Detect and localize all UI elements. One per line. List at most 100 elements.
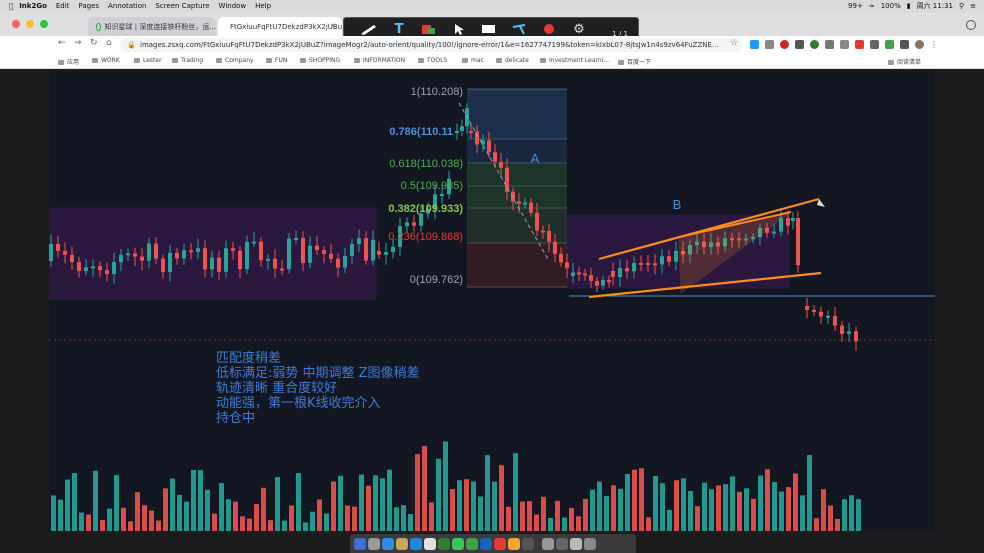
bookmark-tools[interactable]: TOOLS (418, 57, 447, 64)
dock-app-icon[interactable] (452, 537, 464, 550)
chrome-menu-icon[interactable] (966, 20, 976, 30)
search-icon[interactable]: ⚲ (958, 2, 965, 10)
bookmark-star-icon[interactable]: ☆ (730, 38, 739, 48)
apple-icon[interactable]:  (9, 2, 13, 10)
menu-help[interactable]: Help (250, 2, 271, 10)
tab-close-icon[interactable]: ✕ (330, 22, 336, 30)
control-center-icon[interactable]: ≡ (970, 2, 976, 10)
forward-icon[interactable]: → (74, 38, 82, 48)
line-tool-icon[interactable] (506, 21, 532, 37)
dock-app-icon[interactable] (494, 537, 506, 550)
candle-body (245, 241, 249, 270)
browser-tab-zsxq[interactable]: 知识星球 | 深度连接铁杆粉丝，运... (88, 17, 216, 36)
extension-icon[interactable] (885, 40, 894, 49)
url-field[interactable]: 🔒 images.zsxq.com/FtGxiuuFqFtU7DekzdP3kX… (120, 38, 742, 52)
candle-body (653, 263, 657, 266)
volume-bar (317, 499, 322, 531)
extension-icon[interactable] (780, 40, 789, 49)
shape-tool-icon[interactable] (476, 21, 502, 37)
candle-body (547, 230, 551, 242)
extension-icon[interactable] (840, 40, 849, 49)
bookmark-baidu[interactable]: 百度一下 (618, 57, 651, 66)
dock-app-icon[interactable] (522, 537, 534, 550)
color-picker-icon[interactable] (416, 21, 442, 37)
dock-app-icon[interactable] (584, 537, 596, 550)
browser-tab-image[interactable]: FtGxiuuFqFtU7DekzdP3kX2jUBuZ?imageMogr2.… (218, 17, 342, 36)
dock-app-icon[interactable] (466, 537, 478, 550)
dock-app-icon[interactable] (368, 537, 380, 550)
volume-bar (114, 475, 119, 531)
window-minimize-icon[interactable] (26, 20, 34, 28)
candle-body (273, 258, 277, 269)
settings-gear-icon[interactable]: ⚙ (573, 21, 585, 37)
menu-window[interactable]: Window (214, 2, 247, 10)
menubar-app-name[interactable]: Ink2Go (15, 2, 47, 10)
candle-body (786, 217, 790, 226)
menu-annotation[interactable]: Annotation (103, 2, 146, 10)
profile-avatar-icon[interactable] (915, 40, 924, 49)
extension-icon[interactable] (870, 40, 879, 49)
dock-app-icon[interactable] (382, 537, 394, 550)
home-icon[interactable]: ⌂ (106, 38, 112, 48)
reload-icon[interactable]: ↻ (90, 38, 98, 48)
dock-app-icon[interactable] (556, 537, 568, 550)
bookmark-fun[interactable]: FUN (266, 57, 287, 64)
extension-icon[interactable] (825, 40, 834, 49)
reading-list[interactable]: 阅读清单 (888, 57, 921, 66)
extension-icon[interactable] (750, 40, 759, 49)
dock-app-icon[interactable] (354, 537, 366, 550)
pen-tool-icon[interactable] (356, 21, 382, 37)
fib-level-0618-label: 0.618(110.038) (389, 158, 463, 170)
bookmark-mac[interactable]: mac (462, 57, 484, 64)
volume-bar (527, 501, 532, 531)
menubar-clock[interactable]: 周六 11:31 (916, 2, 953, 10)
candle-body (716, 242, 720, 247)
dock-app-icon[interactable] (570, 537, 582, 550)
window-close-icon[interactable] (12, 20, 20, 28)
battery-icon[interactable]: ▮ (906, 2, 911, 10)
dock-app-icon[interactable] (438, 537, 450, 550)
dock-app-icon[interactable] (424, 537, 436, 550)
bookmark-information[interactable]: INFORMATION (354, 57, 405, 64)
back-icon[interactable]: ← (58, 38, 66, 48)
extensions-puzzle-icon[interactable] (900, 40, 909, 49)
pointer-tool-icon[interactable] (446, 21, 472, 37)
text-tool-icon[interactable]: T (394, 21, 404, 37)
kebab-menu-icon[interactable]: ⋮ (930, 40, 938, 49)
dock-app-icon[interactable] (508, 537, 520, 550)
bookmark-shopping[interactable]: SHOPPING (300, 57, 340, 64)
bookmark-trading[interactable]: Trading (172, 57, 203, 64)
bookmark-apps[interactable]: 应用 (58, 57, 79, 66)
menu-screen-capture[interactable]: Screen Capture (151, 2, 209, 10)
battery-percent[interactable]: 100% (880, 2, 901, 10)
dock-app-icon[interactable] (542, 537, 554, 550)
window-zoom-icon[interactable] (40, 20, 48, 28)
extension-icon[interactable] (795, 40, 804, 49)
url-text: images.zsxq.com/FtGxiuuFqFtU7DekzdP3kX2j… (140, 41, 719, 49)
bookmark-work[interactable]: WORK (92, 57, 120, 64)
extension-icon[interactable] (810, 40, 819, 49)
bookmark-lester[interactable]: Lester (134, 57, 162, 64)
notification-badge[interactable]: 99+ (848, 2, 863, 10)
volume-bar (198, 470, 203, 531)
menu-pages[interactable]: Pages (74, 2, 99, 10)
candle-body (447, 178, 451, 195)
extension-icon[interactable] (855, 40, 864, 49)
candle-body (826, 315, 830, 318)
bookmark-investment[interactable]: Investment Learni... (540, 57, 609, 64)
record-tool-icon[interactable] (536, 21, 562, 37)
dock-app-icon[interactable] (396, 537, 408, 550)
bookmark-delicate[interactable]: delicate (496, 57, 529, 64)
volume-bar (128, 521, 133, 531)
dock-app-icon[interactable] (480, 537, 492, 550)
bookmark-company[interactable]: Company (216, 57, 254, 64)
wedge-upper-line (678, 211, 792, 238)
candle-body (419, 213, 423, 226)
volume-bar (163, 488, 168, 531)
menu-edit[interactable]: Edit (51, 2, 70, 10)
extension-icon[interactable] (765, 40, 774, 49)
wifi-icon[interactable]: ≈ (868, 2, 875, 10)
candle-body (565, 262, 569, 269)
dock-app-icon[interactable] (410, 537, 422, 550)
candle-body (695, 241, 699, 246)
